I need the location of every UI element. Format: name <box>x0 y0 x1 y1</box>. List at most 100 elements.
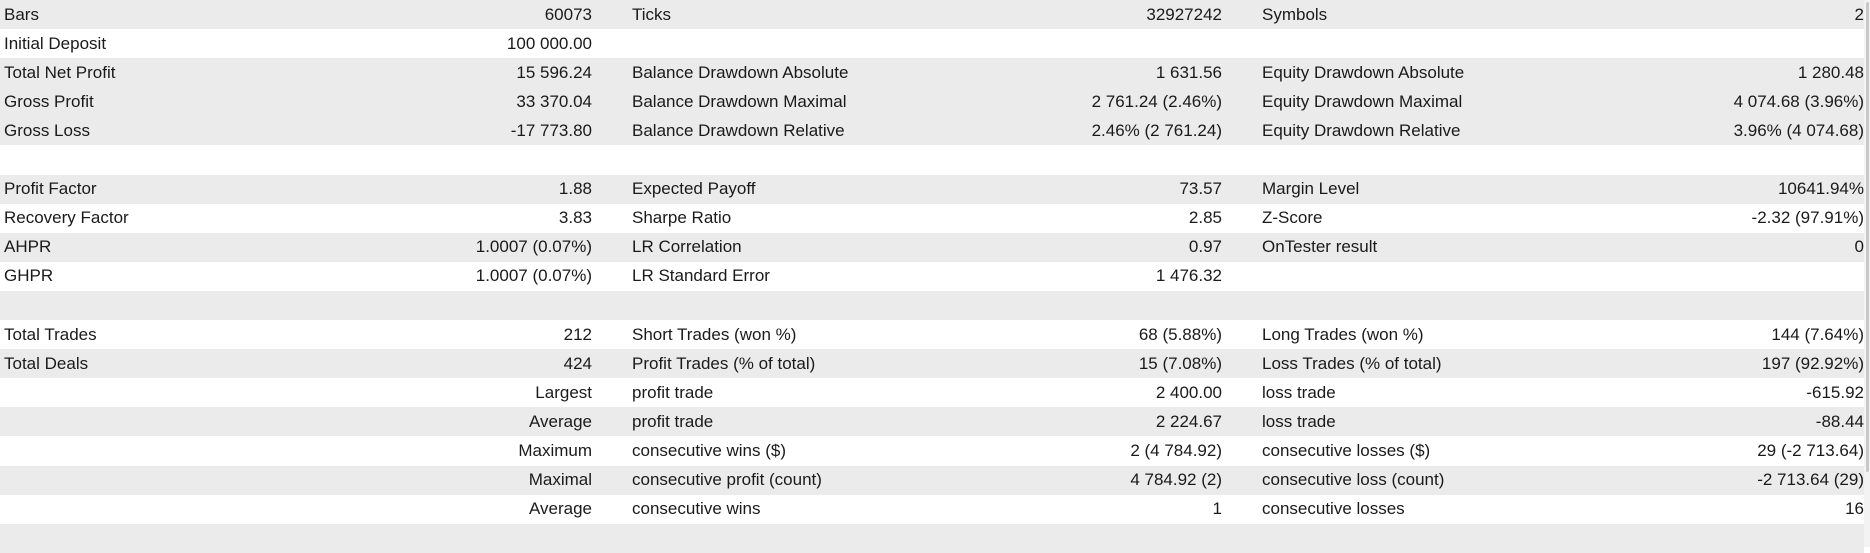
metric-label: Profit Trades (% of total) <box>632 353 816 373</box>
row-qualifier-label: Largest <box>535 382 592 402</box>
metric-value: 4 074.68 (3.96%) <box>1733 91 1864 111</box>
column-gap <box>1222 320 1262 349</box>
metric-value <box>400 145 592 174</box>
metric-label: consecutive losses <box>1262 499 1405 519</box>
metric-value: 0.97 <box>1188 237 1222 257</box>
column-gap <box>1222 145 1262 174</box>
metric-label <box>632 291 1032 320</box>
metric-value: 2 (4 784.92) <box>1130 440 1222 460</box>
metric-value: 2.85 <box>1188 208 1222 228</box>
metric-label: Expected Payoff <box>632 179 756 199</box>
metric-value <box>1682 145 1864 174</box>
metric-label: Gross Loss <box>4 120 90 140</box>
report-row: Maximal consecutive profit (count) 4 784.9… <box>0 465 1864 495</box>
metric-value: 15 596.24 <box>516 62 592 82</box>
metric-label <box>1262 524 1682 553</box>
metric-label: consecutive losses ($) <box>1262 440 1431 460</box>
metric-value: 1 <box>1212 499 1222 519</box>
report-row: Average consecutive wins 1 consecutive loss… <box>0 494 1864 524</box>
metric-value: 10641.94% <box>1777 179 1864 199</box>
column-gap <box>1222 87 1262 116</box>
metric-value: 2 761.24 (2.46%) <box>1091 91 1222 111</box>
column-gap <box>592 291 632 320</box>
metric-label: OnTester result <box>1262 237 1378 257</box>
metric-label: Balance Drawdown Absolute <box>632 62 849 82</box>
column-gap <box>1222 233 1262 262</box>
column-gap <box>1222 58 1262 87</box>
column-gap <box>592 407 632 436</box>
metric-value: 424 <box>563 353 592 373</box>
metric-label: Short Trades (won %) <box>632 324 797 344</box>
metric-value <box>1682 262 1864 291</box>
metric-label: Margin Level <box>1262 179 1360 199</box>
column-gap <box>592 466 632 495</box>
report-row: Recovery Factor 3.83 Sharpe Ratio 2.85 Z-Sco… <box>0 203 1864 233</box>
metric-value: 4 784.92 (2) <box>1130 470 1222 490</box>
metric-label <box>1262 145 1682 174</box>
metric-value: -88.44 <box>1815 411 1864 431</box>
metric-value: 1.0007 (0.07%) <box>475 266 592 286</box>
column-gap <box>1222 0 1262 29</box>
metric-value: 1.0007 (0.07%) <box>475 237 592 257</box>
metric-label: Initial Deposit <box>4 33 107 53</box>
metric-label: Sharpe Ratio <box>632 208 732 228</box>
metric-label: LR Standard Error <box>632 266 770 286</box>
metric-label: Recovery Factor <box>4 208 129 228</box>
column-gap <box>1222 407 1262 436</box>
column-gap <box>1222 436 1262 465</box>
metric-value: 212 <box>563 324 592 344</box>
report-row: Average profit trade 2 224.67 loss trade -88… <box>0 407 1864 437</box>
metric-value: 1 631.56 <box>1155 62 1222 82</box>
report-row: Largest profit trade 2 400.00 loss trade -61… <box>0 378 1864 408</box>
column-gap <box>1222 204 1262 233</box>
metric-value: 60073 <box>544 4 592 24</box>
column-gap <box>1222 116 1262 145</box>
report-row: Gross Profit 33 370.04 Balance Drawdown Ma… <box>0 87 1864 117</box>
metric-label: consecutive wins ($) <box>632 440 787 460</box>
column-gap <box>592 145 632 174</box>
column-gap <box>592 262 632 291</box>
metric-label: consecutive profit (count) <box>632 470 822 490</box>
report-row: Bars 60073 Ticks 32927242 Symbols 2 <box>0 0 1864 30</box>
metric-label: Profit Factor <box>4 179 97 199</box>
metric-label: Total Trades <box>4 324 97 344</box>
metric-value: 29 (-2 713.64) <box>1757 440 1864 460</box>
metric-value: 33 370.04 <box>516 91 592 111</box>
report-row: Total Deals 424 Profit Trades (% of total)… <box>0 349 1864 379</box>
metric-value: 197 (92.92%) <box>1761 353 1864 373</box>
metric-label: profit trade <box>632 382 714 402</box>
metric-value <box>400 291 592 320</box>
metric-label: loss trade <box>1262 411 1336 431</box>
metric-value: 16 <box>1845 499 1864 519</box>
metric-label: Equity Drawdown Absolute <box>1262 62 1465 82</box>
report-row <box>0 523 1864 553</box>
metric-label: Ticks <box>632 4 672 24</box>
report-row: Profit Factor 1.88 Expected Payoff 73.57 Mar… <box>0 174 1864 204</box>
metric-label: Symbols <box>1262 4 1328 24</box>
metric-value <box>1682 29 1864 58</box>
metric-value: 2 224.67 <box>1155 411 1222 431</box>
column-gap <box>1222 378 1262 407</box>
metric-value: 73.57 <box>1179 179 1222 199</box>
metric-label: Equity Drawdown Relative <box>1262 120 1461 140</box>
vertical-scrollbar[interactable] <box>1864 0 1870 547</box>
row-qualifier-label: Average <box>528 411 592 431</box>
report-row <box>0 290 1864 321</box>
metric-label <box>632 29 1032 58</box>
metric-label <box>0 145 400 174</box>
column-gap <box>592 87 632 116</box>
metric-label: Balance Drawdown Maximal <box>632 91 847 111</box>
column-gap <box>592 524 632 553</box>
metric-value: 144 (7.64%) <box>1771 324 1864 344</box>
column-gap <box>592 29 632 58</box>
column-gap <box>592 378 632 407</box>
report-row: Total Net Profit 15 596.24 Balance Drawdow… <box>0 58 1864 88</box>
report-row: Initial Deposit 100 000.00 <box>0 29 1864 59</box>
metric-value: -17 773.80 <box>510 120 592 140</box>
column-gap <box>592 233 632 262</box>
metric-label: Long Trades (won %) <box>1262 324 1424 344</box>
metric-value: 68 (5.88%) <box>1138 324 1222 344</box>
scrollbar-thumb[interactable] <box>1866 2 1869 472</box>
report-row: GHPR 1.0007 (0.07%) LR Standard Error 1 476… <box>0 261 1864 291</box>
